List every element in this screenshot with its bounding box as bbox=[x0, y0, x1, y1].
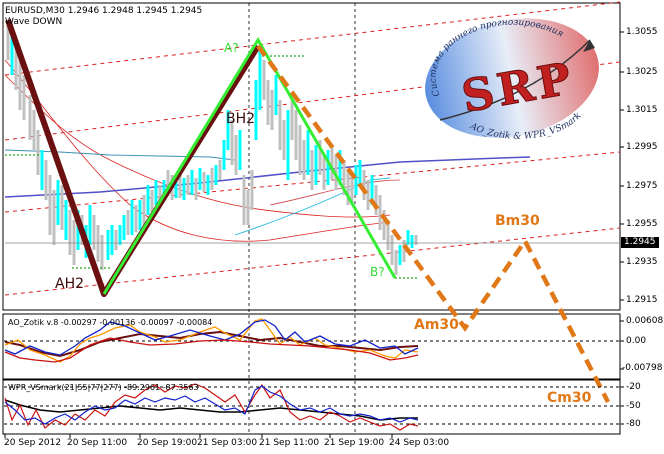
wave-label-bh2: BH2 bbox=[226, 111, 256, 127]
price-tick-7: 1.2935 bbox=[626, 257, 658, 267]
wave-green-line bbox=[102, 37, 397, 295]
forecast-dashed-line bbox=[256, 44, 610, 404]
wpr-lines bbox=[4, 383, 419, 431]
time-label-4: 21 Sep 03:00 bbox=[197, 438, 258, 448]
time-label-7: 24 Sep 03:00 bbox=[389, 438, 450, 448]
trend-channel bbox=[4, 1, 621, 296]
fractal-levels bbox=[5, 55, 418, 279]
symbol-line: EURUSD,M30 1.2946 1.2948 1.2945 1.2945 bbox=[5, 6, 203, 16]
wave-label-cm30: Cm30 bbox=[547, 390, 592, 406]
wpr-panel-title: WPR_VSmark(21|55|77|277) -89.2961 -87.35… bbox=[8, 383, 199, 392]
time-label-5: 21 Sep 11:00 bbox=[259, 438, 320, 448]
srp-logo: Система раннего прогнозирования AO_Zotik… bbox=[425, 18, 599, 142]
price-tick-1: 1.3055 bbox=[626, 27, 658, 37]
wpr-tick-marks bbox=[620, 386, 624, 425]
wave-label-am30: Am30 bbox=[414, 317, 459, 333]
current-price-badge: 1.2945 bbox=[621, 237, 659, 248]
wave-label-b: B? bbox=[370, 265, 385, 279]
price-bars[interactable] bbox=[6, 25, 418, 275]
wave-label-ah2: AH2 bbox=[55, 276, 85, 292]
ao-tick-3: -0.00798 bbox=[622, 363, 663, 373]
ao-tick-2: 0.00 bbox=[626, 336, 647, 346]
price-tick-8: 1.2915 bbox=[626, 295, 658, 305]
time-label-2: 20 Sep 11:00 bbox=[67, 438, 128, 448]
time-label-1: 20 Sep 2012 bbox=[4, 438, 62, 448]
time-label-3: 20 Sep 19:00 bbox=[137, 438, 198, 448]
price-tick-4: 1.2995 bbox=[626, 142, 658, 152]
price-tick-5: 1.2975 bbox=[626, 181, 658, 191]
wave-label-a: A? bbox=[224, 41, 239, 55]
wpr-levels bbox=[4, 386, 620, 425]
time-tick-marks bbox=[4, 434, 393, 438]
ao-panel-title: AO_Zotik v.8 -0.00297 -0.00136 -0.00097 … bbox=[8, 318, 213, 327]
indicator-name: Wave DOWN bbox=[5, 17, 63, 27]
time-label-6: 21 Sep 19:00 bbox=[324, 438, 385, 448]
wpr-tick-3: -80 bbox=[626, 419, 641, 429]
ao-lines bbox=[4, 318, 419, 363]
price-tick-6: 1.2955 bbox=[626, 219, 658, 229]
ao-tick-marks bbox=[620, 320, 624, 370]
price-tick-marks bbox=[620, 31, 624, 301]
wave-label-bm30: Bm30 bbox=[495, 213, 540, 229]
ao-tick-1: 0.00608 bbox=[626, 316, 664, 326]
wpr-tick-1: -20 bbox=[626, 382, 641, 392]
price-tick-2: 1.3025 bbox=[626, 67, 658, 77]
wpr-tick-2: -50 bbox=[626, 401, 641, 411]
price-tick-3: 1.3015 bbox=[626, 105, 658, 115]
